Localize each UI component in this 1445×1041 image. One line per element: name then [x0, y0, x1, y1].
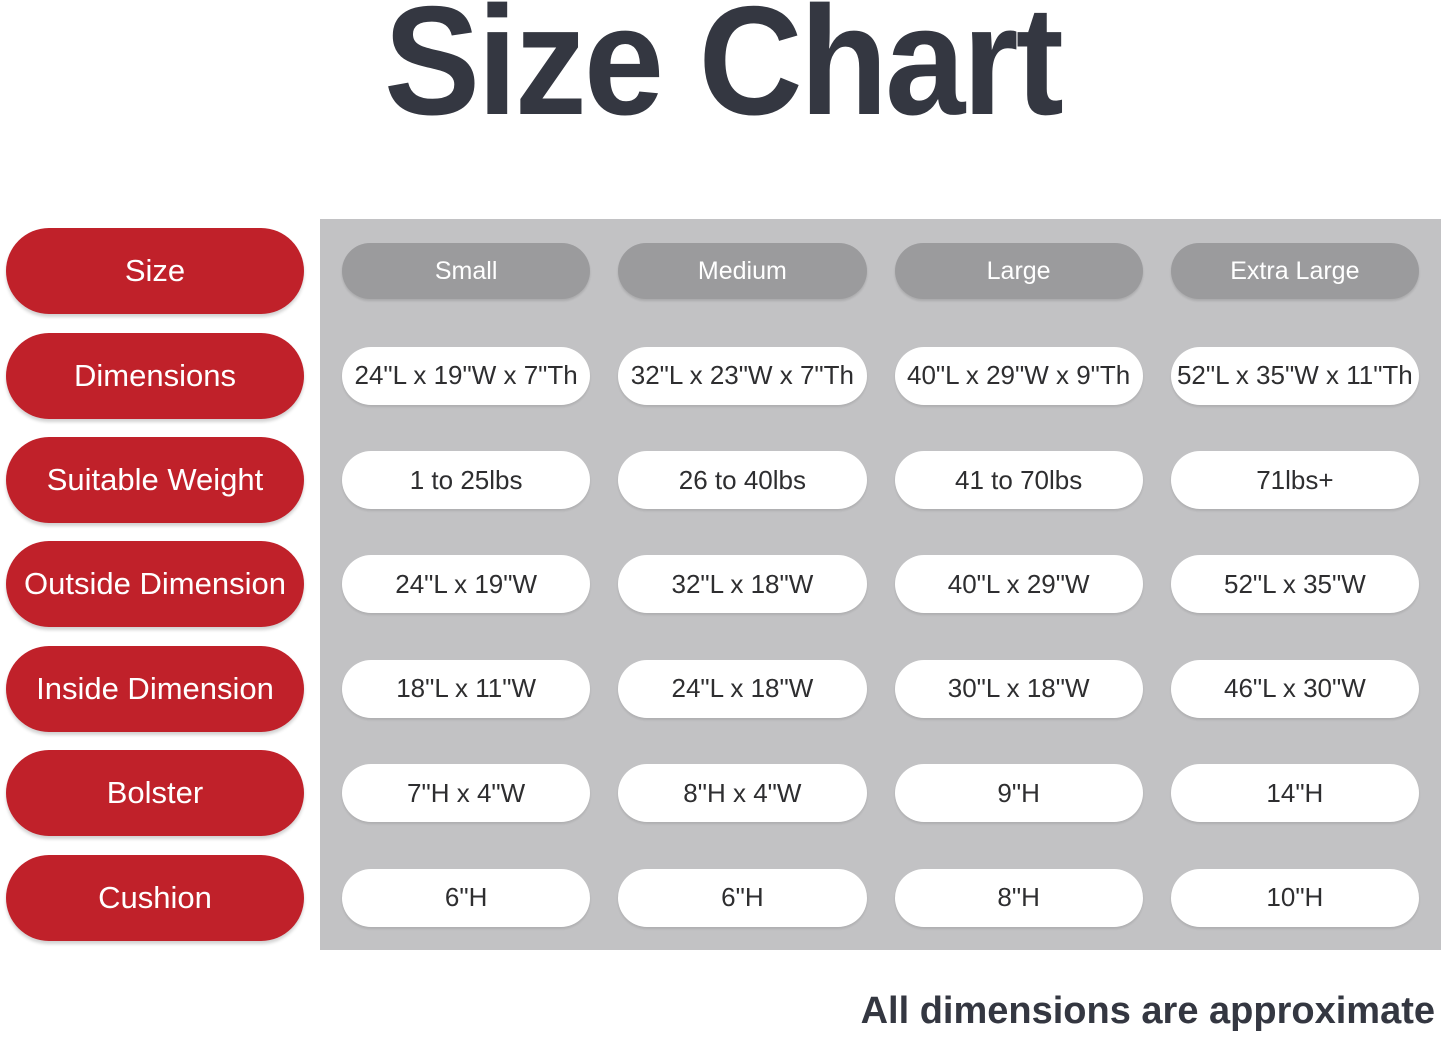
- column-header-large: Large: [894, 243, 1143, 300]
- cell-weight-large: 41 to 70lbs: [894, 451, 1143, 510]
- cell-dimensions-extra-large: 52"L x 35"W x 11"Th: [1170, 346, 1419, 405]
- row-label-inside-dimension: Inside Dimension: [6, 645, 304, 732]
- cell-dimensions-medium: 32"L x 23"W x 7"Th: [618, 346, 867, 405]
- row-label-rail: Size Dimensions Suitable Weight Outside …: [6, 219, 304, 950]
- cell-inside-medium: 24"L x 18"W: [618, 659, 867, 718]
- column-header-small: Small: [342, 243, 591, 300]
- column-header-extra-large: Extra Large: [1170, 243, 1419, 300]
- cell-inside-extra-large: 46"L x 30"W: [1170, 659, 1419, 718]
- cell-bolster-extra-large: 14"H: [1170, 764, 1419, 823]
- size-table: Small Medium Large Extra Large 24"L x 19…: [320, 219, 1441, 950]
- cell-cushion-small: 6"H: [342, 868, 591, 927]
- column-header-medium: Medium: [618, 243, 867, 300]
- page-title: Size Chart: [383, 0, 1064, 147]
- cell-bolster-large: 9"H: [894, 764, 1143, 823]
- row-label-cushion: Cushion: [6, 854, 304, 941]
- row-label-dimensions: Dimensions: [6, 332, 304, 419]
- cell-bolster-medium: 8"H x 4"W: [618, 764, 867, 823]
- cell-outside-large: 40"L x 29"W: [894, 555, 1143, 614]
- cell-weight-medium: 26 to 40lbs: [618, 451, 867, 510]
- row-label-size: Size: [6, 228, 304, 315]
- cell-dimensions-large: 40"L x 29"W x 9"Th: [894, 346, 1143, 405]
- cell-outside-medium: 32"L x 18"W: [618, 555, 867, 614]
- cell-inside-small: 18"L x 11"W: [342, 659, 591, 718]
- cell-inside-large: 30"L x 18"W: [894, 659, 1143, 718]
- cell-weight-extra-large: 71lbs+: [1170, 451, 1419, 510]
- cell-cushion-medium: 6"H: [618, 868, 867, 927]
- row-label-outside-dimension: Outside Dimension: [6, 541, 304, 628]
- cell-outside-extra-large: 52"L x 35"W: [1170, 555, 1419, 614]
- cell-weight-small: 1 to 25lbs: [342, 451, 591, 510]
- cell-outside-small: 24"L x 19"W: [342, 555, 591, 614]
- cell-cushion-extra-large: 10"H: [1170, 868, 1419, 927]
- cell-cushion-large: 8"H: [894, 868, 1143, 927]
- row-label-suitable-weight: Suitable Weight: [6, 437, 304, 524]
- footnote: All dimensions are approximate: [860, 990, 1435, 1032]
- cell-bolster-small: 7"H x 4"W: [342, 764, 591, 823]
- cell-dimensions-small: 24"L x 19"W x 7"Th: [342, 346, 591, 405]
- row-label-bolster: Bolster: [6, 750, 304, 837]
